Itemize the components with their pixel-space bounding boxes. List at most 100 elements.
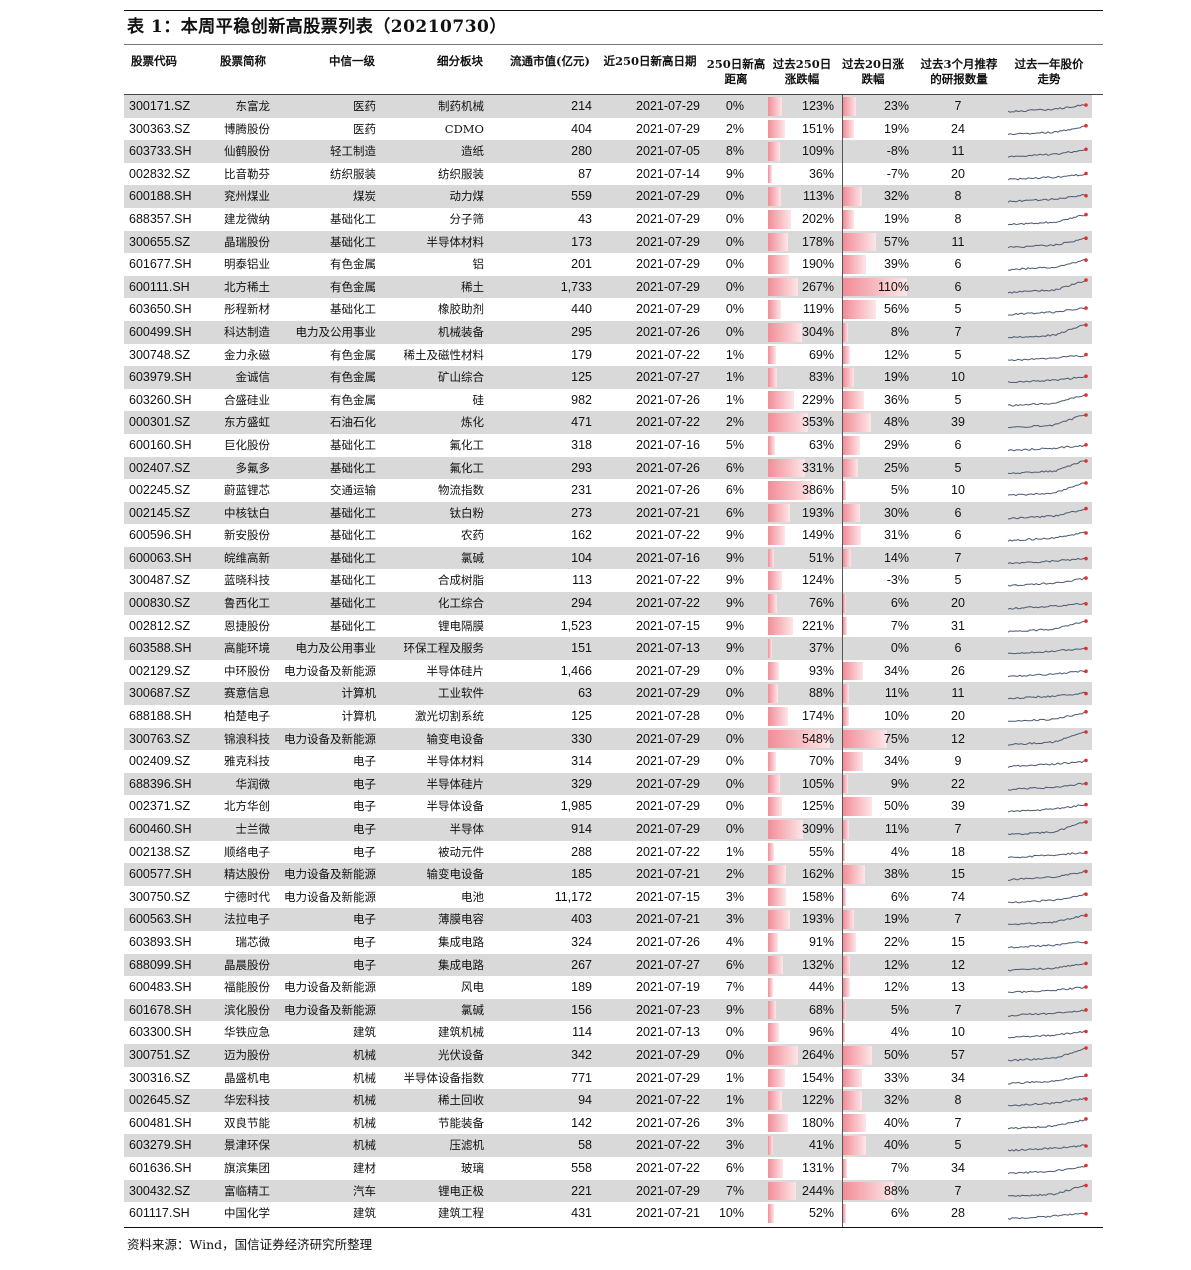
r20-zero-axis (842, 95, 843, 1227)
r250-value: 309% (802, 822, 834, 836)
r250-bar (768, 322, 803, 342)
r250-bar (768, 639, 773, 658)
sparkline-path (1007, 577, 1087, 588)
r250-value: 51% (808, 550, 834, 565)
sparkline-path (1007, 460, 1086, 474)
sparkline-end (1084, 194, 1088, 198)
r20-cell: 4% (843, 841, 911, 864)
stock-code: 002245.SZ (129, 483, 191, 498)
r250-cell: 123% (768, 95, 836, 118)
market-cap: 94 (578, 1093, 592, 1108)
high-date: 2021-07-21 (636, 505, 700, 520)
r20-value: 88% (883, 1183, 909, 1198)
table-row: 600063.SH 皖维高新 基础化工 氯碱 104 2021-07-16 9% 51% 14%… (124, 546, 1092, 570)
sparkline-end (1084, 481, 1088, 485)
sub-sector: 半导体材料 (426, 234, 485, 249)
report-count: 15 (951, 934, 965, 949)
sparkline-end (1084, 147, 1088, 152)
high-date: 2021-07-22 (636, 1160, 700, 1175)
sparkline-end (1084, 1046, 1088, 1050)
r20-value: 75% (883, 731, 909, 746)
stock-code: 600460.SH (129, 822, 192, 836)
r250-bar (768, 616, 793, 636)
table-row: 600111.SH 北方稀土 有色金属 稀土 1,733 2021-07-29 0% 267%… (124, 275, 1092, 299)
stock-name: 柏楚电子 (224, 709, 270, 724)
report-count: 20 (951, 596, 965, 611)
table-row: 603300.SH 华铁应急 建筑 建筑机械 114 2021-07-13 0% 96% 4% 1… (124, 1021, 1092, 1044)
r20-cell: -3% (843, 569, 911, 592)
r250-cell: 41% (768, 1134, 836, 1157)
r250-cell: 83% (768, 366, 836, 389)
distance-to-high: 1% (725, 392, 744, 407)
r20-cell: 88% (843, 1180, 911, 1203)
r20-bar (843, 1045, 873, 1065)
r250-cell: 44% (768, 976, 836, 999)
price-sparkline (1006, 366, 1092, 389)
r250-value: 174% (802, 709, 834, 724)
stock-name: 宁德时代 (224, 889, 270, 904)
stock-name: 金诚信 (235, 370, 271, 385)
industry: 轻工制造 (330, 144, 376, 159)
stock-name: 蓝晓科技 (224, 573, 270, 588)
sparkline-end (1084, 1030, 1088, 1034)
sub-sector: 农药 (461, 528, 484, 543)
r250-cell: 386% (768, 479, 836, 502)
r250-cell: 68% (768, 999, 836, 1022)
industry: 电子 (353, 912, 376, 927)
high-date: 2021-07-26 (636, 934, 700, 949)
price-sparkline (1006, 479, 1092, 502)
industry: 基础化工 (330, 596, 376, 611)
r20-value: 29% (883, 437, 909, 452)
r20-bar (843, 300, 876, 319)
price-sparkline (1006, 660, 1092, 683)
table-row: 002371.SZ 北方华创 电子 半导体设备 1,985 2021-07-29 0% 125… (124, 795, 1092, 818)
table-row: 300432.SZ 富临精工 汽车 锂电正极 221 2021-07-29 7% 244% 88… (124, 1179, 1092, 1203)
r250-value: 221% (802, 618, 834, 633)
r250-cell: 124% (768, 569, 836, 592)
price-sparkline (1006, 1180, 1092, 1203)
industry: 煤炭 (353, 189, 376, 204)
distance-to-high: 6% (725, 460, 744, 475)
sub-sector: 机械装备 (438, 324, 484, 339)
market-cap: 221 (571, 1183, 592, 1198)
sparkline-path (1008, 711, 1087, 722)
r250-bar (768, 458, 806, 478)
price-sparkline (1006, 434, 1092, 457)
r250-bar (768, 548, 774, 568)
high-date: 2021-07-29 (636, 234, 700, 249)
stock-code: 300748.SZ (129, 347, 191, 362)
table-row: 600481.SH 双良节能 机械 节能装备 142 2021-07-26 3% 180% 40… (124, 1112, 1092, 1135)
stock-code: 601677.SH (129, 257, 192, 272)
sub-sector: 集成电路 (438, 934, 484, 949)
industry: 基础化工 (330, 618, 376, 633)
market-cap: 558 (571, 1160, 592, 1175)
sparkline-end (1084, 669, 1088, 673)
r250-value: 36% (808, 166, 834, 181)
distance-to-high: 0% (725, 709, 744, 724)
report-count: 39 (951, 415, 965, 430)
r250-value: 83% (808, 370, 834, 385)
industry: 电力设备及新能源 (284, 889, 376, 904)
stock-code: 600596.SH (129, 528, 192, 543)
industry: 电子 (353, 799, 376, 814)
distance-to-high: 3% (725, 1138, 744, 1153)
industry: 有色金属 (330, 279, 376, 294)
r250-value: 331% (802, 460, 834, 475)
price-sparkline (1006, 999, 1092, 1022)
r250-cell: 162% (768, 863, 836, 886)
high-date: 2021-07-29 (636, 822, 700, 836)
distance-to-high: 3% (725, 1115, 744, 1130)
sparkline-path (1008, 507, 1087, 520)
sparkline-path (1007, 375, 1087, 384)
distance-to-high: 2% (725, 121, 744, 136)
table-row: 600460.SH 士兰微 电子 半导体 914 2021-07-29 0% 309% 11% 7 (124, 818, 1092, 841)
stock-code: 600499.SH (129, 324, 192, 339)
sparkline-path (1007, 124, 1087, 135)
sub-sector: 分子筛 (449, 211, 485, 226)
r20-value: 19% (883, 370, 909, 385)
r250-value: 105% (802, 776, 834, 791)
stock-code: 603279.SH (129, 1138, 192, 1153)
sparkline-end (1084, 940, 1088, 945)
r250-cell: 105% (768, 773, 836, 796)
r20-value: 39% (883, 257, 909, 272)
